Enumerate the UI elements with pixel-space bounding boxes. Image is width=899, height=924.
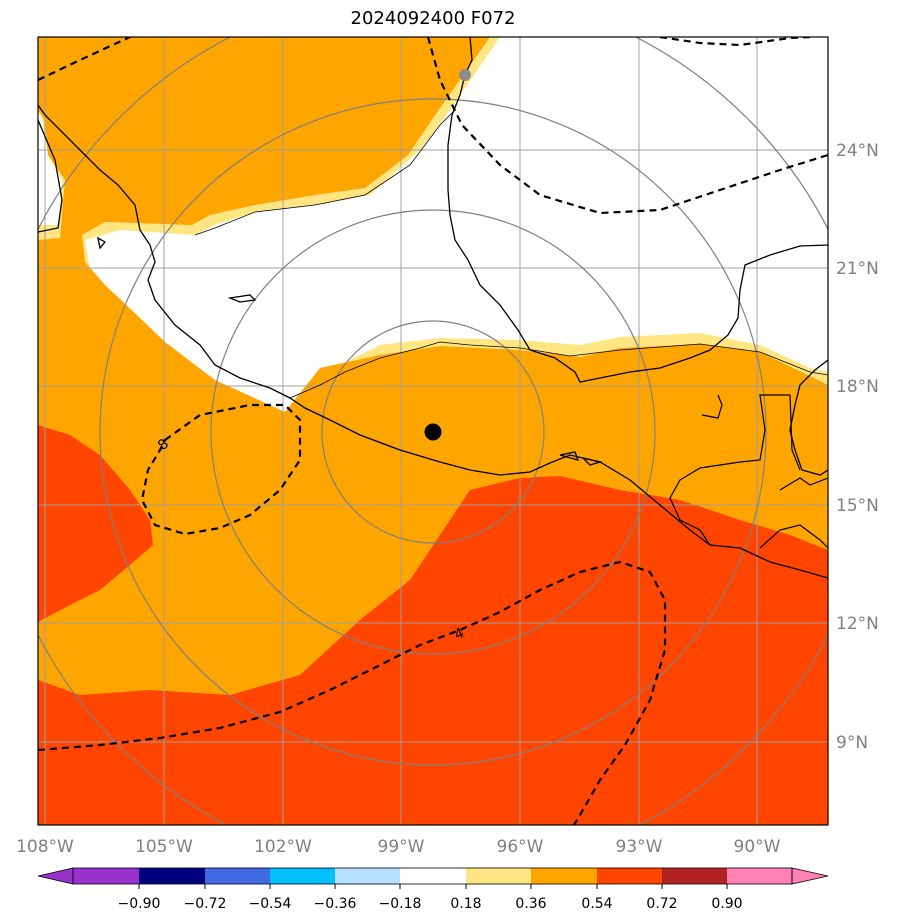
colorbar-segment <box>73 868 139 884</box>
longitude-labels: 108°W 105°W 102°W 99°W 96°W 93°W 90°W <box>16 837 781 857</box>
colorbar-tick-label: −0.54 <box>249 896 292 912</box>
lat-label: 9°N <box>836 733 868 753</box>
lon-label: 105°W <box>135 837 193 857</box>
colorbar-tick-label: −0.36 <box>314 896 357 912</box>
coastlines <box>38 37 828 579</box>
lat-label: 21°N <box>836 259 879 279</box>
lat-label: 15°N <box>836 496 879 516</box>
latitude-labels: 24°N 21°N 18°N 15°N 12°N 9°N <box>836 141 879 753</box>
lon-label: 99°W <box>378 837 425 857</box>
colorbar-segment <box>662 868 727 884</box>
colorbar-tick-label: 0.36 <box>515 896 546 912</box>
colorbar-tick-label: 0.54 <box>581 896 612 912</box>
colorbar-segment <box>531 868 597 884</box>
colorbar-outline <box>72 867 793 885</box>
colorbar-segment <box>270 868 335 884</box>
colorbar-tick-label: −0.18 <box>379 896 422 912</box>
map-panel: 4 8 <box>38 37 828 825</box>
red-region-west <box>38 425 153 622</box>
land-outline-secondary <box>194 109 828 399</box>
colorbar-segment <box>466 868 531 884</box>
lat-label: 18°N <box>836 377 879 397</box>
colorbar-segment <box>400 868 466 884</box>
dashed-contours <box>38 37 828 825</box>
colorbar-tick-label: 0.90 <box>711 896 742 912</box>
colorbar-segment <box>139 868 205 884</box>
map-title: 2024092400 F072 <box>350 8 516 29</box>
colorbar-segment <box>727 868 792 884</box>
lon-label: 93°W <box>616 837 663 857</box>
colorbar-segment <box>335 868 400 884</box>
colorbar-segment <box>597 868 662 884</box>
colorbar-tick-label: 0.72 <box>646 896 677 912</box>
colorbar-tick-label: −0.72 <box>184 896 227 912</box>
gray-point-icon <box>459 69 471 81</box>
country-borders <box>669 394 828 549</box>
colorbar-segment <box>205 868 270 884</box>
lon-label: 102°W <box>254 837 312 857</box>
graticule <box>38 37 828 825</box>
red-region-south <box>38 476 828 825</box>
colorbar: −0.90 −0.72 −0.54 −0.36 −0.18 0.18 0.36 … <box>37 867 829 912</box>
range-rings <box>38 37 828 825</box>
lon-label: 96°W <box>497 837 544 857</box>
lon-label: 108°W <box>16 837 74 857</box>
colorbar-tick-marks <box>138 884 728 889</box>
colorbar-tick-label: 0.18 <box>450 896 481 912</box>
colorbar-tick-label: −0.90 <box>118 896 161 912</box>
storm-center-icon <box>424 423 442 441</box>
lat-label: 12°N <box>836 614 879 634</box>
lat-label: 24°N <box>836 141 879 161</box>
lon-label: 90°W <box>734 837 781 857</box>
colorbar-extend-min <box>37 867 74 885</box>
map-frame <box>37 36 829 826</box>
colorbar-extend-max <box>791 867 829 885</box>
